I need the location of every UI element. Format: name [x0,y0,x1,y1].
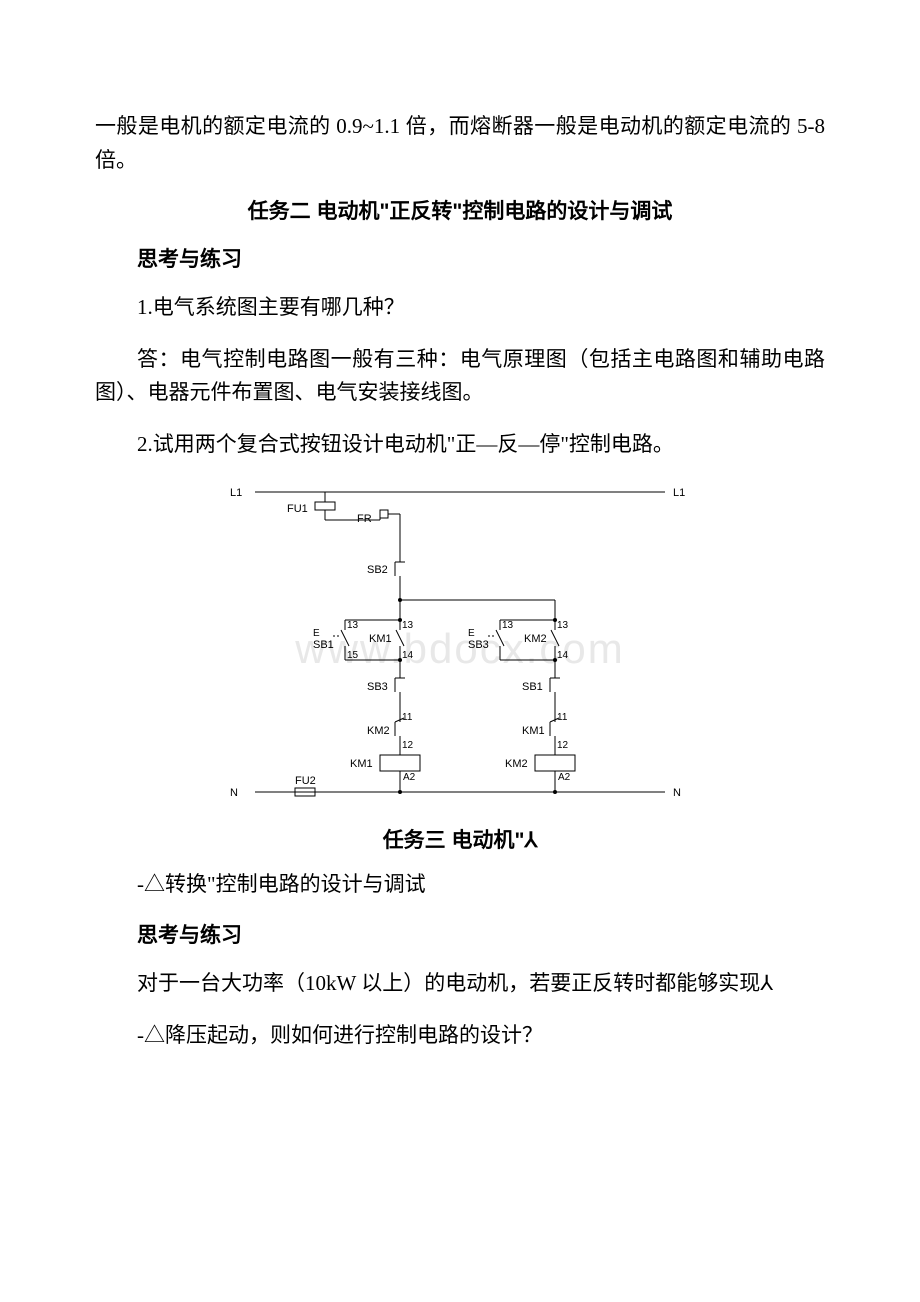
q3-text: 对于一台大功率（10kW 以上）的电动机，若要正反转时都能够实现 [137,971,760,995]
label-fu2: FU2 [295,775,316,787]
label-km2-coil: KM2 [505,758,528,770]
label-l1-left: L1 [230,487,242,499]
svg-text:12: 12 [557,740,569,751]
svg-text:14: 14 [557,650,569,661]
think-practice-1: 思考与练习 [95,243,825,273]
wye-symbol-2: ⅄ [760,972,773,995]
label-sb1-left: SB1 [313,639,334,651]
svg-text:E: E [313,628,320,639]
svg-text:13: 13 [402,620,414,631]
question-3-line1: 对于一台大功率（10kW 以上）的电动机，若要正反转时都能够实现⅄ [95,967,825,1001]
label-sb2: SB2 [367,564,388,576]
task3-heading: 任务三 电动机"⅄ [95,824,825,854]
task2-heading: 任务二 电动机"正反转"控制电路的设计与调试 [95,195,825,225]
svg-text:12: 12 [402,740,414,751]
svg-text:13: 13 [557,620,569,631]
label-n-right: N [673,787,681,799]
task3-prefix: 任务三 电动机" [383,829,525,852]
svg-text:E: E [468,628,475,639]
label-sb1-right: SB1 [522,681,543,693]
svg-text:A2: A2 [403,772,416,783]
svg-text:13: 13 [347,620,359,631]
label-km1-contact: KM1 [369,633,392,645]
label-sb3-right: SB3 [468,639,489,651]
label-l1-right: L1 [673,487,685,499]
intro-paragraph: 一般是电机的额定电流的 0.9~1.1 倍，而熔断器一般是电动机的额定电流的 5… [95,110,825,177]
svg-text:11: 11 [402,712,413,723]
label-fu1: FU1 [287,503,308,515]
think-practice-2: 思考与练习 [95,919,825,949]
label-km2-contact: KM2 [524,633,547,645]
question-2: 2.试用两个复合式按钮设计电动机"正—反—停"控制电路。 [95,428,825,462]
label-sb3-left: SB3 [367,681,388,693]
label-fr: FR [357,513,372,525]
label-km1-nc: KM1 [522,725,545,737]
label-km1-coil: KM1 [350,758,373,770]
task3-suffix: -△转换"控制电路的设计与调试 [95,868,825,902]
wye-symbol-1: ⅄ [524,829,537,852]
question-3-line2: -△降压起动，则如何进行控制电路的设计？ [95,1019,825,1053]
question-1: 1.电气系统图主要有哪几种？ [95,291,825,325]
answer-1: 答：电气控制电路图一般有三种：电气原理图（包括主电路图和辅助电路图）、电器元件布… [95,343,825,410]
svg-text:15: 15 [347,650,359,661]
label-km2-nc: KM2 [367,725,390,737]
svg-text:14: 14 [402,650,414,661]
circuit-diagram: L1 L1 FU1 FR SB2 [225,480,695,810]
label-n-left: N [230,787,238,799]
svg-text:11: 11 [557,712,568,723]
svg-text:A2: A2 [558,772,571,783]
svg-text:13: 13 [502,620,514,631]
